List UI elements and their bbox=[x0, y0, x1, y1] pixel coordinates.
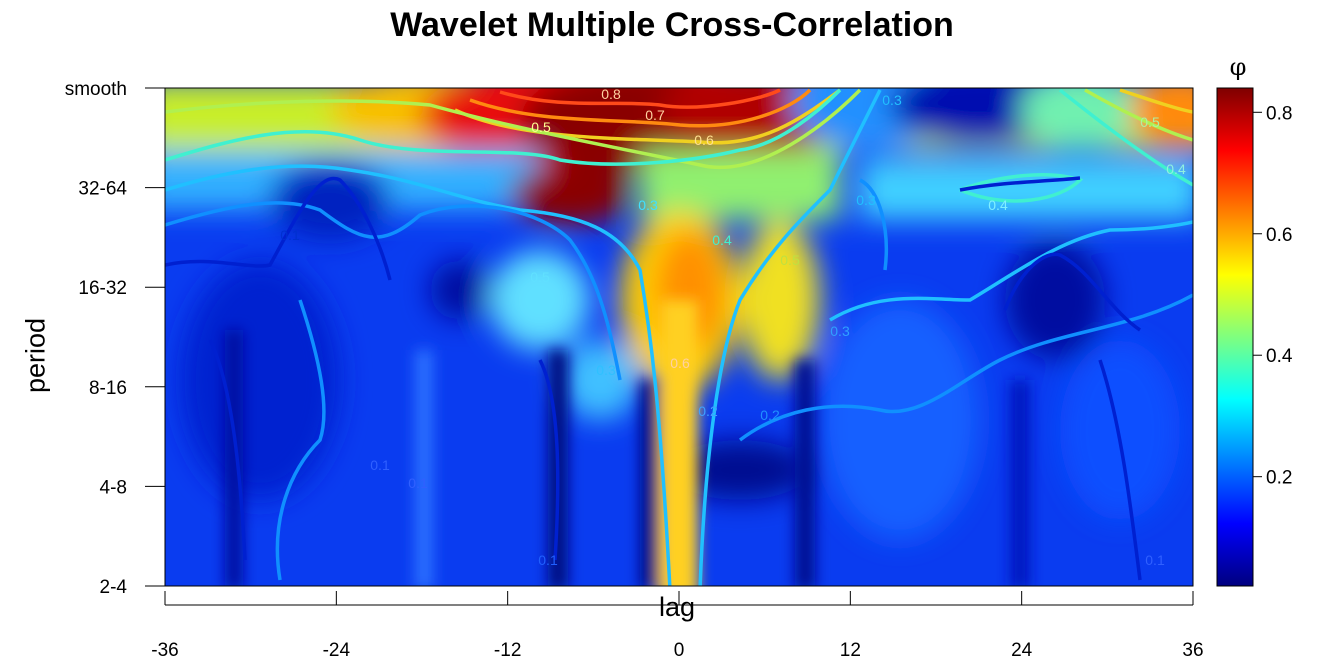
contour-value-label: 0.4 bbox=[988, 197, 1008, 213]
chart-title: Wavelet Multiple Cross-Correlation bbox=[390, 6, 954, 44]
contour-value-label: 0.4 bbox=[1166, 161, 1186, 177]
x-tick-label: -24 bbox=[323, 640, 351, 661]
plot-frame bbox=[164, 87, 1194, 587]
contour-0.3 bbox=[165, 164, 672, 586]
contour-0.1f bbox=[959, 176, 1081, 192]
contour-0.1c bbox=[208, 339, 247, 561]
contour-0.6 bbox=[454, 88, 842, 145]
y-tick-label: 2-4 bbox=[100, 577, 128, 598]
contour-value-label: 0.6 bbox=[670, 355, 690, 371]
x-tick-label: -36 bbox=[151, 640, 178, 661]
contour-value-label: 0.3 bbox=[856, 192, 876, 208]
contour-value-label: 0.5 bbox=[780, 252, 800, 268]
contour-value-label: 0.1 bbox=[408, 475, 428, 491]
y-tick-label: 16-32 bbox=[78, 278, 127, 299]
x-tick-label: -12 bbox=[494, 640, 521, 661]
contour-value-label: 0.3 bbox=[638, 197, 658, 213]
contour-0.2 bbox=[165, 201, 622, 381]
y-tick-label: smooth bbox=[65, 79, 127, 100]
colorbar: φ 0.2 0.4 0.6 0.8 bbox=[1216, 53, 1293, 587]
colorbar-tick-label: 0.2 bbox=[1266, 468, 1292, 489]
x-tick-label: 0 bbox=[674, 640, 685, 661]
y-tick-label: 32-64 bbox=[78, 179, 127, 200]
contour-value-label: 0.5 bbox=[531, 119, 551, 135]
contour-0.6b bbox=[1119, 88, 1193, 114]
contour-0.7 bbox=[469, 88, 812, 128]
colorbar-tick-label: 0.4 bbox=[1266, 346, 1293, 367]
contour-value-label: 0.3 bbox=[830, 323, 850, 339]
contour-value-label: 0.1 bbox=[370, 457, 390, 473]
contour-0.8 bbox=[499, 88, 781, 109]
contour-0.3b bbox=[698, 89, 882, 586]
contour-0.1d bbox=[538, 359, 560, 561]
contour-value-label: 0.5 bbox=[1140, 114, 1160, 130]
y-tick-label: 4-8 bbox=[100, 477, 127, 498]
x-tick-label: 24 bbox=[1011, 640, 1033, 661]
contour-value-label: 0.3 bbox=[596, 362, 616, 378]
contour-value-label: 0.7 bbox=[645, 107, 665, 123]
y-tick-label: 8-16 bbox=[89, 378, 127, 399]
contour-value-label: 0.6 bbox=[694, 132, 714, 148]
x-tick-label: 36 bbox=[1182, 640, 1203, 661]
colorbar-tick-label: 0.8 bbox=[1266, 103, 1292, 124]
contour-0.1 bbox=[165, 176, 392, 281]
contour-0.4 bbox=[165, 88, 842, 166]
contour-value-label: 0.1 bbox=[538, 552, 558, 568]
contour-value-label: 0.5 bbox=[530, 269, 550, 285]
contour-0.5b bbox=[1084, 88, 1193, 142]
contour-value-label: 0.1 bbox=[1145, 552, 1165, 568]
y-axis: 2-4 4-8 8-16 16-32 32-64 smooth bbox=[65, 79, 165, 598]
contour-value-label: 0.1 bbox=[280, 227, 300, 243]
contour-0.2b bbox=[738, 293, 1193, 442]
contour-value-label: 0.8 bbox=[601, 86, 621, 102]
contour-0.2c bbox=[275, 299, 326, 581]
contour-0.1e bbox=[1098, 359, 1142, 581]
x-axis-label: lag bbox=[659, 592, 696, 622]
contour-value-label: 0.2 bbox=[760, 407, 780, 423]
x-tick-label: 12 bbox=[840, 640, 861, 661]
contour-value-label: 0.4 bbox=[712, 232, 732, 248]
contour-0.5 bbox=[165, 88, 862, 169]
x-axis: -36 -24 -12 0 12 24 36 bbox=[151, 591, 1204, 661]
colorbar-gradient bbox=[1216, 87, 1254, 587]
colorbar-label: φ bbox=[1230, 53, 1247, 81]
contour-0.4c bbox=[1058, 88, 1193, 187]
contour-lines bbox=[165, 88, 1193, 586]
contour-0.4b bbox=[959, 173, 1084, 203]
contour-0.1b bbox=[1003, 252, 1141, 332]
contour-0.3c bbox=[829, 220, 1193, 322]
colorbar-tick-label: 0.6 bbox=[1266, 225, 1292, 246]
contour-value-label: 0.2 bbox=[698, 403, 718, 419]
contour-label-group: 0.8 0.7 0.6 0.5 0.5 0.4 0.4 0.3 0.3 0.3 0.4 0.5 0.5 0… bbox=[280, 86, 1186, 568]
contour-0.2d bbox=[859, 178, 889, 271]
contour-value-label: 0.3 bbox=[882, 92, 902, 108]
